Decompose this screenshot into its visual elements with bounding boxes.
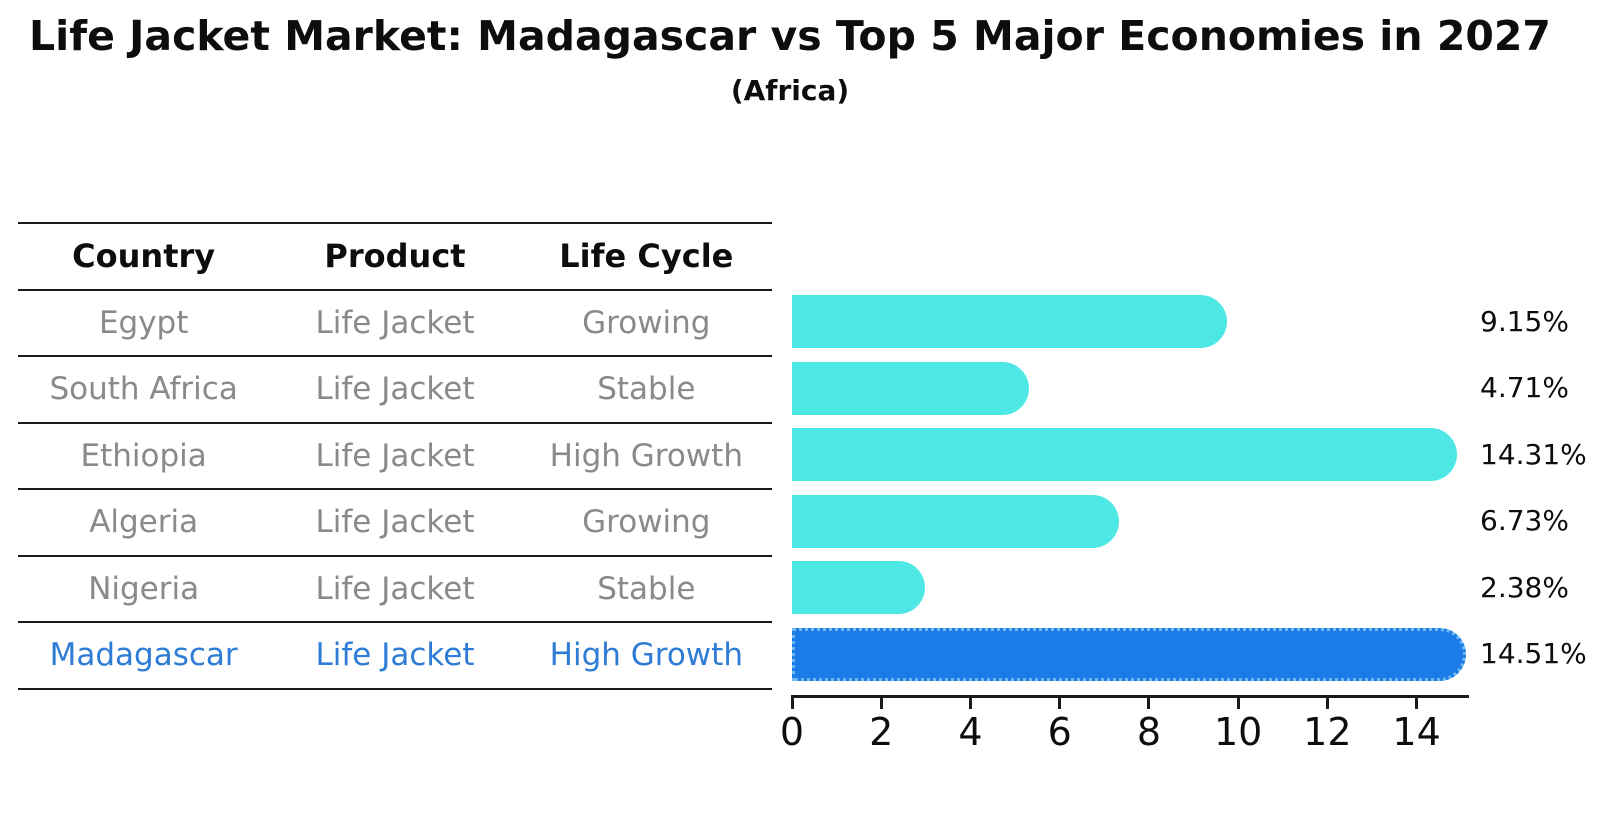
bar-madagascar xyxy=(792,628,1467,681)
cell-country: Nigeria xyxy=(88,570,200,607)
table-row-algeria: Algeria Life Jacket Growing xyxy=(18,490,772,557)
cell-product: Life Jacket xyxy=(315,371,475,408)
table-row-madagascar: Madagascar Life Jacket High Growth xyxy=(18,623,772,690)
chart-subtitle: (Africa) xyxy=(730,74,850,107)
x-tick-label: 6 xyxy=(1047,710,1072,754)
table-row-ethiopia: Ethiopia Life Jacket High Growth xyxy=(18,424,772,490)
cell-life-cycle: Stable xyxy=(597,371,696,408)
table-header-row: Country Product Life Cycle xyxy=(18,224,772,291)
x-tick-mark xyxy=(1147,698,1151,709)
value-label-south-africa: 4.71% xyxy=(1480,371,1569,404)
value-label-ethiopia: 14.31% xyxy=(1480,438,1587,471)
cell-life-cycle: High Growth xyxy=(549,437,743,474)
cell-life-cycle: High Growth xyxy=(549,637,743,674)
bar-algeria xyxy=(792,495,1120,548)
cell-country: South Africa xyxy=(49,371,238,408)
table-row-egypt: Egypt Life Jacket Growing xyxy=(18,291,772,357)
x-tick-label: 4 xyxy=(958,710,983,754)
bar-ethiopia xyxy=(792,428,1458,481)
header-country: Country xyxy=(72,237,216,276)
cell-product: Life Jacket xyxy=(315,437,475,474)
cell-life-cycle: Growing xyxy=(582,504,711,541)
x-tick-label: 2 xyxy=(869,710,894,754)
table-row-nigeria: Nigeria Life Jacket Stable xyxy=(18,557,772,623)
x-tick-label: 14 xyxy=(1392,710,1441,754)
x-tick-label: 8 xyxy=(1136,710,1161,754)
country-table: Country Product Life Cycle Egypt Life Ja… xyxy=(18,222,772,690)
chart-title: Life Jacket Market: Madagascar vs Top 5 … xyxy=(29,12,1551,60)
header-life-cycle: Life Cycle xyxy=(559,237,734,276)
x-tick-mark xyxy=(790,698,794,709)
bar-nigeria xyxy=(792,561,926,614)
x-tick-label: 10 xyxy=(1213,710,1263,754)
cell-country: Egypt xyxy=(98,304,189,341)
header-product: Product xyxy=(324,237,466,276)
x-tick-label: 12 xyxy=(1303,710,1352,754)
x-tick-mark xyxy=(879,698,883,709)
x-tick-mark xyxy=(968,698,972,709)
bar-egypt xyxy=(792,295,1228,348)
cell-country: Algeria xyxy=(89,504,199,541)
x-tick-mark xyxy=(1058,698,1062,709)
cell-product: Life Jacket xyxy=(315,304,475,341)
table-row-south-africa: South Africa Life Jacket Stable xyxy=(18,357,772,424)
cell-country: Madagascar xyxy=(49,637,238,674)
cell-product: Life Jacket xyxy=(315,504,475,541)
cell-country: Ethiopia xyxy=(80,437,207,474)
bar-south-africa xyxy=(792,362,1030,415)
x-axis-line xyxy=(791,695,1469,698)
x-tick-mark xyxy=(1236,698,1240,709)
value-label-nigeria: 2.38% xyxy=(1480,571,1569,604)
cell-life-cycle: Growing xyxy=(582,304,711,341)
value-label-madagascar: 14.51% xyxy=(1480,637,1587,670)
cell-product: Life Jacket xyxy=(315,637,475,674)
value-label-egypt: 9.15% xyxy=(1480,305,1569,338)
cell-product: Life Jacket xyxy=(315,570,475,607)
x-tick-mark xyxy=(1325,698,1329,709)
x-tick-mark xyxy=(1415,698,1419,709)
value-label-algeria: 6.73% xyxy=(1480,504,1569,537)
x-tick-label: 0 xyxy=(779,710,805,754)
cell-life-cycle: Stable xyxy=(597,570,696,607)
